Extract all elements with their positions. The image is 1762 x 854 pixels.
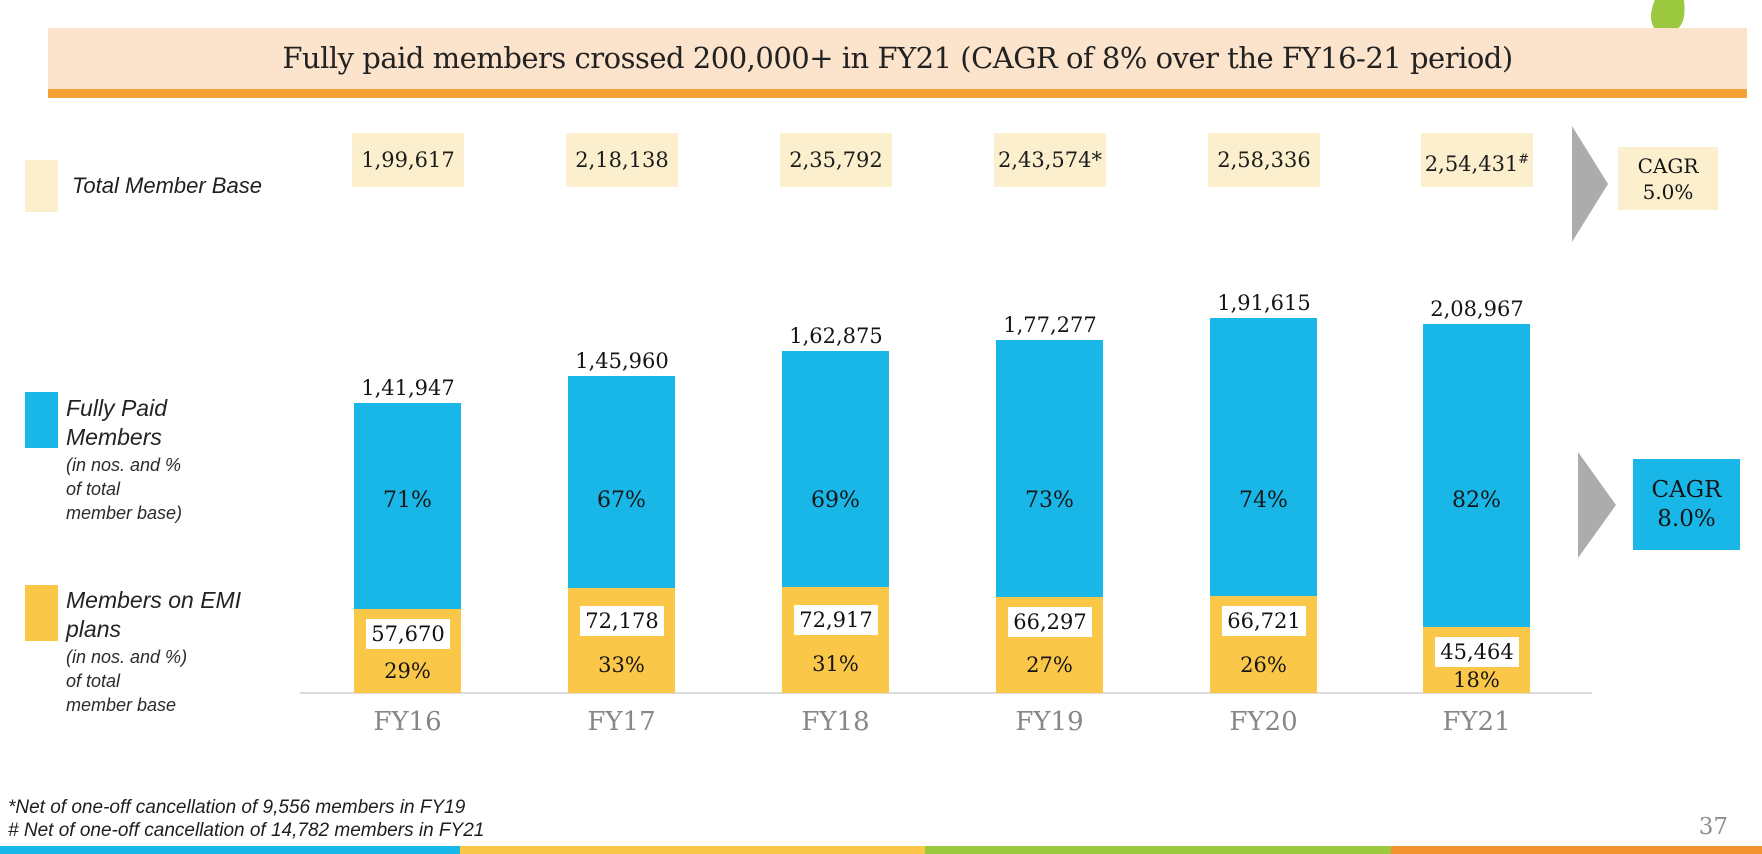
page-title: Fully paid members crossed 200,000+ in F… <box>282 41 1513 75</box>
fully-paid-bar-segment <box>1210 318 1317 596</box>
fully-paid-bar-segment <box>354 403 461 609</box>
fully-paid-count-label: 1,41,947 <box>361 376 455 400</box>
fully-paid-pct-label: 74% <box>1239 488 1288 513</box>
fully-paid-bar-segment <box>782 351 889 587</box>
emi-pct-label: 31% <box>812 652 859 676</box>
legend-fully-paid-title-line1: Fully Paid <box>66 395 167 421</box>
footer-strip <box>0 846 1762 854</box>
emi-count-label: 72,178 <box>580 606 664 636</box>
x-axis-line <box>300 692 1592 694</box>
total-cagr-value: 5.0% <box>1642 179 1694 204</box>
emi-count-label: 57,670 <box>366 619 450 649</box>
legend-emi-title-line1: Members on EMI <box>66 587 242 613</box>
emi-bar-segment <box>782 587 889 693</box>
legend-fully-paid-swatch <box>25 392 58 448</box>
total-member-base-value: 2,43,574* <box>994 133 1106 187</box>
legend-fully-paid-note-line3: member base) <box>66 503 183 523</box>
legend-emi-title: Members on EMI plans <box>66 586 241 644</box>
x-axis-label: FY20 <box>1229 707 1298 737</box>
title-banner: Fully paid members crossed 200,000+ in F… <box>48 28 1747 89</box>
legend-fully-paid-title-line2: Members <box>66 424 162 450</box>
fully-paid-pct-label: 69% <box>811 488 860 513</box>
legend-emi-note-line3: member base <box>66 695 177 715</box>
emi-pct-label: 33% <box>598 653 645 677</box>
total-member-base-value: 2,58,336 <box>1208 133 1320 187</box>
emi-count-label: 45,464 <box>1435 637 1519 667</box>
fully-paid-bar-segment <box>996 340 1103 597</box>
footnote-fy19: *Net of one-off cancellation of 9,556 me… <box>8 797 466 818</box>
fully-paid-count-label: 1,62,875 <box>789 324 883 348</box>
total-member-base-value: 2,35,792 <box>780 133 892 187</box>
legend-emi-note: (in nos. and %) of total member base <box>66 645 187 717</box>
emi-pct-label: 29% <box>384 659 431 683</box>
emi-pct-label: 26% <box>1240 653 1287 677</box>
title-underline <box>48 89 1747 98</box>
fully-paid-bar-segment <box>568 376 675 588</box>
emi-pct-label: 18% <box>1453 668 1500 692</box>
fully-paid-pct-label: 82% <box>1452 488 1501 513</box>
fully-paid-cagr-label: CAGR <box>1651 476 1722 503</box>
fully-paid-bar-segment <box>1423 324 1530 627</box>
fully-paid-count-label: 1,45,960 <box>575 349 669 373</box>
total-cagr-box: CAGR 5.0% <box>1618 147 1718 210</box>
x-axis-label: FY19 <box>1015 707 1084 737</box>
emi-pct-label: 27% <box>1026 653 1073 677</box>
footnote-fy21: # Net of one-off cancellation of 14,782 … <box>8 820 485 841</box>
footer-strip-segment <box>925 846 1391 854</box>
x-axis-label: FY18 <box>801 707 870 737</box>
fully-paid-count-label: 2,08,967 <box>1430 297 1524 321</box>
emi-count-label: 72,917 <box>794 605 878 635</box>
total-member-base-value: 1,99,617 <box>352 133 464 187</box>
footer-strip-segment <box>460 846 925 854</box>
legend-emi-note-line2: of total <box>66 671 121 691</box>
fully-paid-count-label: 1,91,615 <box>1217 291 1311 315</box>
fully-paid-cagr-value: 8.0% <box>1657 505 1716 532</box>
fully-paid-count-label: 1,77,277 <box>1003 313 1097 337</box>
fully-paid-pct-label: 67% <box>597 488 646 513</box>
fully-paid-pct-label: 71% <box>383 488 432 513</box>
emi-count-label: 66,721 <box>1222 606 1306 636</box>
legend-emi-title-line2: plans <box>66 616 121 642</box>
footer-strip-segment <box>1391 846 1762 854</box>
legend-emi-note-line1: (in nos. and %) <box>66 647 188 667</box>
total-member-base-value: 2,18,138 <box>566 133 678 187</box>
total-member-base-label: Total Member Base <box>72 173 262 198</box>
legend-emi-swatch <box>25 585 58 641</box>
fully-paid-pct-label: 73% <box>1025 488 1074 513</box>
total-cagr-label: CAGR <box>1637 153 1699 178</box>
cagr-arrow-bottom-icon <box>1578 452 1616 558</box>
x-axis-label: FY21 <box>1442 707 1511 737</box>
footer-strip-segment <box>0 846 460 854</box>
emi-count-label: 66,297 <box>1008 607 1092 637</box>
fully-paid-cagr-box: CAGR 8.0% <box>1633 459 1740 550</box>
legend-fully-paid-note: (in nos. and % of total member base) <box>66 453 182 525</box>
emi-bar-segment <box>568 588 675 693</box>
x-axis-label: FY17 <box>587 707 656 737</box>
total-member-base-swatch <box>25 160 58 212</box>
page-number: 37 <box>1698 814 1728 840</box>
cagr-arrow-top-icon <box>1572 126 1608 242</box>
total-member-base-value: 2,54,431# <box>1421 133 1533 187</box>
legend-fully-paid-note-line2: of total <box>66 479 121 499</box>
x-axis-label: FY16 <box>373 707 442 737</box>
legend-fully-paid-title: Fully Paid Members <box>66 394 167 452</box>
legend-fully-paid-note-line1: (in nos. and % <box>66 455 182 475</box>
